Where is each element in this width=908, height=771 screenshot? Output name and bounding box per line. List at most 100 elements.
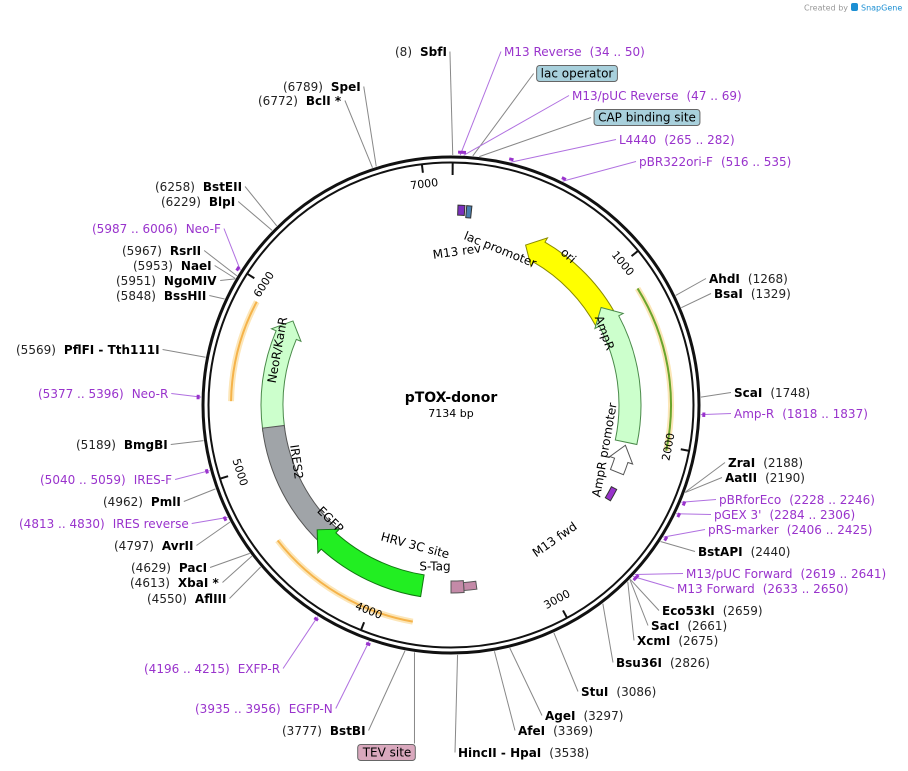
ring-tick-label: 6000 <box>251 269 277 300</box>
plasmid-length: 7134 bp <box>428 407 473 420</box>
primer-mark <box>561 176 567 181</box>
site-position: (1748) <box>770 386 810 400</box>
site-label: Bsu36I (2826) <box>616 656 710 670</box>
primer-label: pRS-marker (2406 .. 2425) <box>708 523 872 537</box>
site-label: SacI (2661) <box>651 619 727 633</box>
leader-line <box>171 393 202 398</box>
plasmid-name: pTOX-donor <box>405 390 498 406</box>
primer-mark <box>204 468 209 474</box>
primer-label: (5377 .. 5396) Neo-R <box>38 387 168 401</box>
leader-line <box>183 488 216 502</box>
primer-name: M13 Forward <box>677 582 755 596</box>
site-position: (5953) <box>133 259 173 273</box>
site-name: XcmI <box>637 634 670 648</box>
primer-name: pGEX 3' <box>714 508 761 522</box>
leader-line <box>463 95 570 156</box>
feature-arrow <box>594 306 642 446</box>
primer-label: M13 Reverse (34 .. 50) <box>504 45 645 59</box>
leader-line <box>459 51 502 156</box>
leader-line <box>214 265 236 279</box>
leader-line <box>684 477 723 494</box>
brand: SnapGene <box>861 4 902 13</box>
leader-line <box>629 579 649 626</box>
leader-line <box>676 513 712 515</box>
backbone-inner <box>207 161 695 649</box>
site-label: (6772) BclI * <box>258 94 342 108</box>
primer-label: (4813 .. 4830) IRES reverse <box>19 517 189 531</box>
site-label: (8) SbfI <box>395 45 447 59</box>
ring-tick <box>220 475 229 480</box>
site-position: (3086) <box>616 685 656 699</box>
primer-mark <box>313 616 319 622</box>
site-name: PmlI <box>151 495 181 509</box>
leader-line <box>700 392 732 398</box>
primer-mark <box>508 157 514 162</box>
feature-arrow <box>316 528 425 598</box>
leader-line <box>244 186 278 227</box>
site-label: AfeI (3369) <box>518 724 593 738</box>
primer-label: pBRforEco (2228 .. 2246) <box>719 493 875 507</box>
feature-outline <box>228 300 260 402</box>
site-position: (3777) <box>282 724 322 738</box>
primer-mark <box>235 266 241 272</box>
primer-name: L4440 <box>619 133 656 147</box>
site-position: (6789) <box>283 80 323 94</box>
leader-line <box>368 650 406 731</box>
feature-label: IRES2 <box>287 444 306 480</box>
primer-label: (5040 .. 5059) IRES-F <box>40 473 172 487</box>
primer-name: Neo-F <box>186 222 221 236</box>
primer-label: L4440 (265 .. 282) <box>619 133 735 147</box>
ring-tick-label: 4000 <box>353 599 384 621</box>
feature-arc <box>636 287 672 451</box>
primer-range: (2619 .. 2641) <box>801 567 887 581</box>
leader-line <box>229 566 261 599</box>
feature-arrow <box>261 424 340 547</box>
leader-line <box>634 573 684 576</box>
primer-range: (1818 .. 1837) <box>782 407 868 421</box>
site-name: ScaI <box>734 386 762 400</box>
ring-tick-label: 1000 <box>609 249 637 279</box>
site-name: Eco53kI <box>662 604 715 618</box>
leader-line <box>191 516 228 524</box>
feature-arrow <box>608 444 634 476</box>
site-label: (5967) RsrII <box>122 244 201 258</box>
site-name: AatII <box>725 471 757 485</box>
primer-label: M13/pUC Reverse (47 .. 69) <box>572 89 742 103</box>
leader-line <box>363 86 377 167</box>
primer-name: EGFP-N <box>289 702 333 716</box>
site-position: (3297) <box>583 709 623 723</box>
primer-range: (265 .. 282) <box>664 133 734 147</box>
site-position: (6258) <box>155 180 195 194</box>
leader-line <box>479 117 592 158</box>
primer-mark <box>663 536 669 542</box>
leader-line <box>170 440 204 445</box>
site-name: NgoMIV <box>164 274 217 288</box>
site-label: AhdI (1268) <box>709 272 788 286</box>
leader-line <box>681 499 717 503</box>
leader-line <box>223 228 241 271</box>
site-label: StuI (3086) <box>581 685 656 699</box>
site-name: BsaI <box>714 287 743 301</box>
site-position: (2440) <box>751 545 791 559</box>
leader-line <box>344 100 373 168</box>
site-name: SacI <box>651 619 679 633</box>
leader-line <box>174 470 210 480</box>
primer-range: (4196 .. 4215) <box>144 662 230 676</box>
primer-range: (34 .. 50) <box>590 45 645 59</box>
site-position: (2661) <box>687 619 727 633</box>
site-position: (4613) <box>130 576 170 590</box>
primer-mark <box>632 575 638 582</box>
site-label: Eco53kI (2659) <box>662 604 763 618</box>
leader-line <box>472 73 535 157</box>
site-label: (5189) BmgBI <box>76 438 168 452</box>
site-position: (8) <box>395 45 412 59</box>
primer-range: (2228 .. 2246) <box>789 493 875 507</box>
site-name: BclI * <box>306 94 342 108</box>
site-label: BstAPI (2440) <box>698 545 790 559</box>
site-name: StuI <box>581 685 608 699</box>
site-label: ZraI (2188) <box>728 456 803 470</box>
primer-label: (3935 .. 3956) EGFP-N <box>195 702 333 716</box>
site-position: (6229) <box>161 195 201 209</box>
site-name: AflIII <box>195 592 227 606</box>
site-position: (2659) <box>723 604 763 618</box>
